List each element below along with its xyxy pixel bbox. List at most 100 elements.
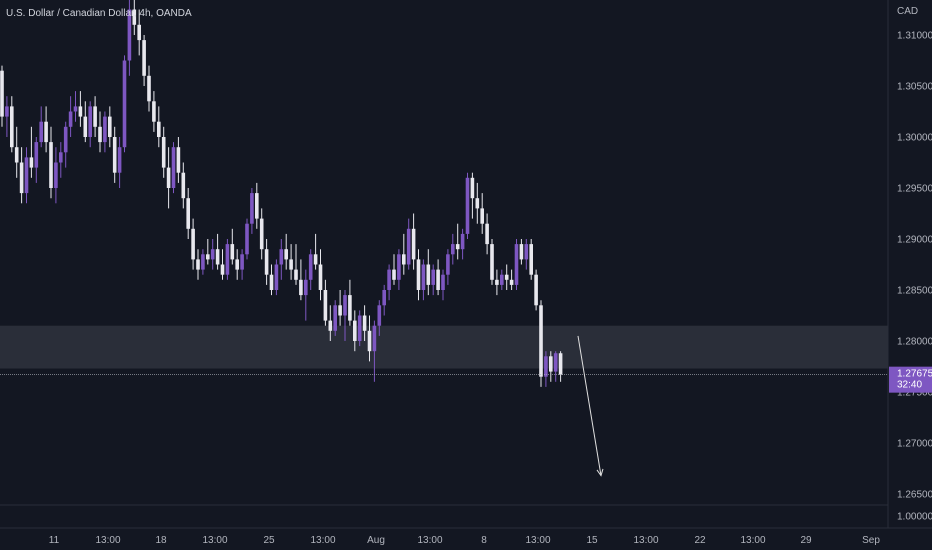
candle-body — [377, 305, 382, 326]
candle-body — [83, 116, 88, 137]
candle-body — [230, 244, 235, 260]
price-tick-label: 1.30000 — [897, 133, 932, 144]
candle-body — [318, 264, 323, 290]
currency-label: CAD — [897, 6, 918, 17]
candle-body — [63, 126, 68, 153]
time-tick-label: 22 — [694, 535, 706, 546]
candle-body — [127, 9, 132, 61]
time-tick-label: 8 — [481, 535, 487, 546]
candle-body — [289, 259, 293, 270]
candle-body — [88, 106, 92, 137]
candle-body — [421, 264, 426, 290]
candle-body — [225, 244, 230, 275]
projection-arrow[interactable] — [577, 335, 604, 477]
candle-body — [343, 295, 347, 316]
candle-body — [73, 106, 78, 112]
candle-body — [382, 290, 386, 306]
candle-body — [176, 147, 181, 173]
candle-body — [475, 198, 480, 209]
candle-body — [132, 9, 137, 25]
price-axis[interactable]: 1.31000 1.30500 1.30000 1.29500 1.29000 1.285… — [897, 31, 932, 523]
candle-body — [54, 162, 58, 188]
time-tick-label: 13:00 — [310, 535, 335, 546]
candle-body — [24, 157, 29, 194]
candle-body — [215, 249, 220, 265]
candle-body — [333, 305, 337, 331]
candle-body — [117, 147, 122, 173]
candle-body — [166, 167, 171, 188]
candle-body — [279, 249, 284, 265]
candle-body — [98, 126, 102, 143]
candle-body — [93, 106, 97, 127]
candle-body — [544, 356, 548, 377]
candle-body — [446, 254, 450, 275]
candle-body — [161, 137, 166, 168]
candle-body — [392, 269, 396, 280]
time-tick-label: 11 — [49, 535, 60, 546]
candle-body — [353, 320, 357, 341]
candle-body — [108, 116, 112, 137]
candle-body — [49, 142, 53, 188]
price-tick-label: 1.27500 — [897, 388, 932, 399]
price-tick-label: 1.29000 — [897, 235, 932, 246]
candle-body — [294, 269, 298, 280]
candle-body — [500, 274, 504, 285]
time-tick-label: 29 — [800, 535, 812, 546]
time-tick-label: 13:00 — [202, 535, 227, 546]
candle-body — [323, 290, 328, 321]
candle-body — [284, 249, 288, 260]
time-tick-label: 25 — [263, 535, 275, 546]
candle-body — [59, 152, 63, 163]
candle-body — [436, 269, 440, 290]
candle-countdown: 32:40 — [897, 380, 922, 391]
candle-body — [264, 249, 269, 275]
time-tick-label: 13:00 — [740, 535, 765, 546]
candle-body — [14, 147, 19, 163]
candle-body — [299, 279, 303, 296]
candle-body — [210, 249, 215, 260]
price-tick-label: 1.26500 — [897, 490, 932, 501]
candle-body — [362, 315, 367, 331]
candle-body — [39, 121, 43, 143]
candle-body — [490, 244, 494, 280]
support-zone[interactable] — [0, 325, 888, 369]
time-tick-label: Aug — [367, 535, 385, 546]
candle-body — [44, 121, 48, 143]
candle-body — [338, 305, 342, 316]
candle-body — [29, 157, 34, 168]
candle-body — [470, 177, 475, 199]
candles-group — [0, 0, 563, 387]
candle-body — [10, 106, 14, 148]
candle-body — [357, 315, 362, 341]
candle-body — [553, 353, 558, 372]
candle-body — [485, 223, 489, 245]
candle-body — [220, 264, 225, 275]
time-axis[interactable]: 11 13:00 18 13:00 25 13:00 Aug 13:00 8 13:00 15 13:… — [49, 535, 881, 546]
candle-body — [495, 279, 499, 285]
candle-body — [451, 244, 455, 255]
time-tick-label: 13:00 — [525, 535, 550, 546]
candle-body — [308, 254, 313, 280]
candle-body — [78, 106, 83, 117]
candle-body — [539, 305, 543, 377]
price-tick-label: 1.00000 — [897, 512, 932, 523]
time-tick-label: 18 — [155, 535, 167, 546]
candle-body — [549, 356, 553, 372]
candle-body — [455, 244, 460, 250]
candle-body — [426, 264, 431, 285]
candle-body — [255, 193, 259, 219]
candle-body — [416, 259, 421, 290]
candle-body — [558, 353, 563, 375]
candle-body — [157, 121, 161, 137]
candle-body — [112, 137, 117, 173]
candle-body — [372, 325, 377, 352]
candle-body — [431, 269, 435, 285]
price-tick-label: 1.28000 — [897, 337, 932, 348]
candle-body — [68, 111, 73, 127]
candle-body — [406, 228, 411, 265]
price-tick-label: 1.28500 — [897, 286, 932, 297]
candle-body — [186, 198, 190, 229]
